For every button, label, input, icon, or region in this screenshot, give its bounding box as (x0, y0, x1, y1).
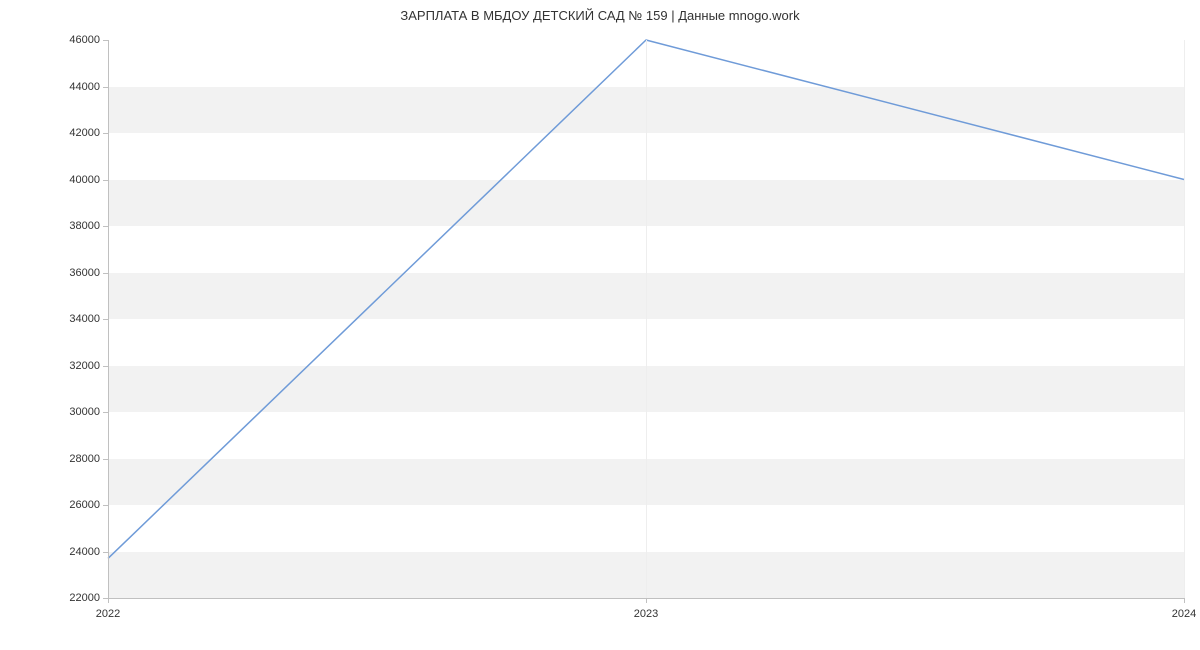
y-tick-label: 44000 (60, 81, 100, 93)
x-tick (108, 598, 109, 603)
y-tick (103, 319, 108, 320)
x-tick-label: 2024 (1172, 608, 1196, 620)
y-tick-label: 26000 (60, 499, 100, 511)
y-tick-label: 36000 (60, 267, 100, 279)
y-tick (103, 459, 108, 460)
x-tick-label: 2022 (96, 608, 120, 620)
x-tick (1184, 598, 1185, 603)
y-tick (103, 180, 108, 181)
plot-area (108, 40, 1184, 598)
y-tick-label: 38000 (60, 220, 100, 232)
y-tick (103, 273, 108, 274)
y-tick-label: 30000 (60, 406, 100, 418)
y-tick-label: 32000 (60, 360, 100, 372)
y-tick-label: 40000 (60, 174, 100, 186)
grid-line-vertical (646, 40, 647, 598)
y-tick (103, 552, 108, 553)
chart-title: ЗАРПЛАТА В МБДОУ ДЕТСКИЙ САД № 159 | Дан… (0, 8, 1200, 23)
y-tick-label: 22000 (60, 592, 100, 604)
y-tick (103, 366, 108, 367)
y-tick-label: 24000 (60, 546, 100, 558)
grid-line-vertical (1184, 40, 1185, 598)
y-tick (103, 226, 108, 227)
y-tick (103, 133, 108, 134)
y-axis-line (108, 40, 109, 598)
y-tick (103, 40, 108, 41)
y-tick-label: 42000 (60, 127, 100, 139)
y-tick-label: 28000 (60, 453, 100, 465)
x-tick (646, 598, 647, 603)
y-tick-label: 34000 (60, 313, 100, 325)
y-tick (103, 87, 108, 88)
x-tick-label: 2023 (634, 608, 658, 620)
y-tick (103, 505, 108, 506)
y-tick (103, 412, 108, 413)
y-tick-label: 46000 (60, 34, 100, 46)
